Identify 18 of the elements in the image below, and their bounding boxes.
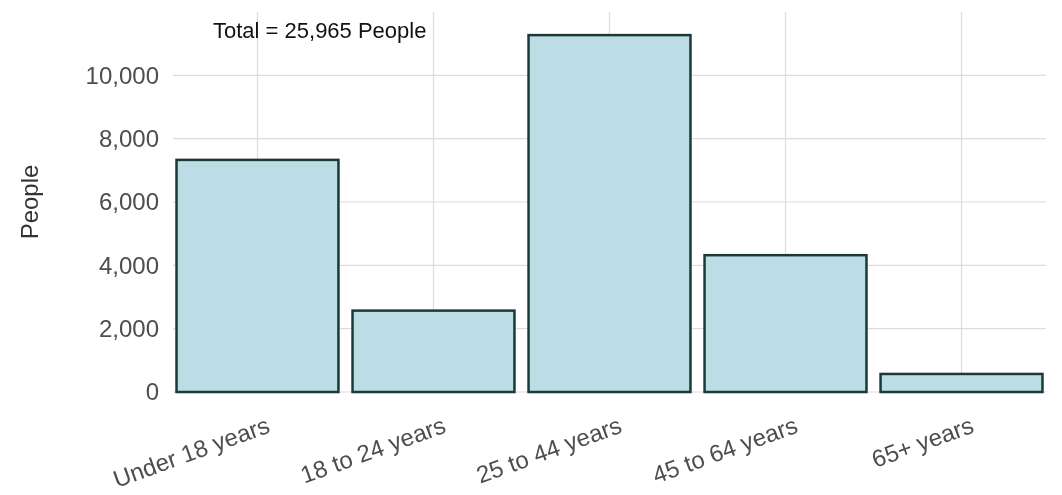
- bar: [351, 309, 516, 394]
- y-tick-label: 8,000: [98, 125, 159, 153]
- x-tick-label: 25 to 44 years: [472, 411, 625, 489]
- y-tick-label: 10,000: [85, 61, 159, 89]
- bar: [175, 158, 340, 394]
- y-tick-label: 4,000: [98, 251, 159, 279]
- y-tick-label: 6,000: [98, 188, 159, 216]
- x-tick-label: 65+ years: [868, 411, 977, 473]
- x-tick-label: Under 18 years: [109, 411, 273, 493]
- bar: [703, 253, 868, 394]
- y-tick-label: 0: [145, 378, 159, 406]
- bar: [879, 372, 1044, 394]
- bar: [527, 33, 692, 394]
- x-tick-label: 18 to 24 years: [296, 411, 449, 489]
- y-axis-title: People: [16, 164, 43, 240]
- annotation: Total = 25,965 People: [213, 18, 427, 43]
- y-tick-label: 2,000: [98, 315, 159, 343]
- x-tick-label: 45 to 64 years: [648, 411, 801, 489]
